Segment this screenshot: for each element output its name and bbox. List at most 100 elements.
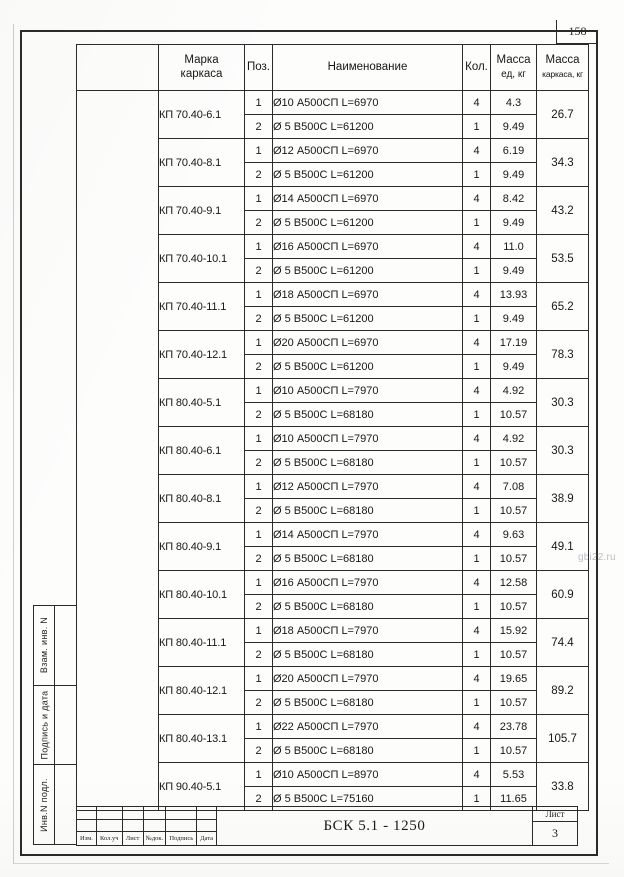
cell-mass-unit: 10.57	[490, 402, 537, 427]
cell-mass-unit: 4.3	[490, 90, 537, 115]
sheet-label: Лист	[533, 807, 577, 822]
revision-grid: Изм. Кол.уч Лист №док. Подпись Дата	[77, 807, 217, 846]
cell-name: Ø22 А500СП L=7970	[272, 714, 463, 739]
cell-position: 2	[244, 114, 273, 139]
cell-mass-unit: 6.19	[490, 138, 537, 163]
cell-mass-frame: 38.9	[536, 474, 589, 523]
cell-mass-frame: 60.9	[536, 570, 589, 619]
cell-frame-mark: КП 70.40-11.1	[158, 282, 245, 331]
cell-mass-frame: 34.3	[536, 138, 589, 187]
cell-quantity: 4	[462, 282, 491, 307]
cell-name: Ø20 А500СП L=7970	[272, 666, 463, 691]
margin-label-signature-date: Подпись и дата	[34, 685, 55, 765]
cell-mass-frame: 33.8	[536, 762, 589, 811]
cell-position: 1	[244, 618, 273, 643]
cell-mass-unit: 10.57	[490, 498, 537, 523]
table-row: КП 80.40-8.1 1 Ø12 А500СП L=7970 4 7.08 38.9	[77, 474, 589, 523]
page-edge-shadow	[13, 24, 609, 864]
cell-quantity: 1	[462, 738, 491, 763]
cell-mass-unit: 9.49	[490, 306, 537, 331]
table-row: КП 70.40-11.1 1 Ø18 А500СП L=6970 4 13.93 65.…	[77, 282, 589, 331]
cell-mass-unit: 4.92	[490, 378, 537, 403]
cell-quantity: 4	[462, 666, 491, 691]
cell-frame-mark: КП 70.40-12.1	[158, 330, 245, 379]
cell-name: Ø20 А500СП L=6970	[272, 330, 463, 355]
table-row: КП 80.40-5.1 1 Ø10 А500СП L=7970 4 4.92 30.3	[77, 378, 589, 427]
cell-name: Ø12 А500СП L=6970	[272, 138, 463, 163]
cell-name: Ø 5 В500С L=68180	[272, 594, 463, 619]
cell-mass-frame: 74.4	[536, 618, 589, 667]
cell-position: 2	[244, 258, 273, 283]
cell-quantity: 4	[462, 618, 491, 643]
cell-position: 1	[244, 378, 273, 403]
cell-position: 2	[244, 210, 273, 235]
cell-mass-frame: 30.3	[536, 426, 589, 475]
table-row: КП 80.40-9.1 1 Ø14 А500СП L=7970 4 9.63 49.1	[77, 522, 589, 571]
cell-frame-mark: КП 80.40-9.1	[158, 522, 245, 571]
cell-mass-unit: 8.42	[490, 186, 537, 211]
cell-name: Ø14 А500СП L=7970	[272, 522, 463, 547]
cell-position: 1	[244, 330, 273, 355]
margin-cell-inv-podl: Инв.N подл.	[34, 765, 76, 845]
cell-mass-frame: 53.5	[536, 234, 589, 283]
cell-quantity: 1	[462, 498, 491, 523]
cell-position: 2	[244, 546, 273, 571]
revision-header-ndok: №док.	[144, 832, 167, 846]
revision-row-empty-2	[77, 819, 216, 833]
cell-quantity: 1	[462, 594, 491, 619]
cell-position: 1	[244, 570, 273, 595]
cell-mass-unit: 10.57	[490, 642, 537, 667]
revision-cell	[197, 820, 216, 832]
cell-quantity: 4	[462, 714, 491, 739]
cell-quantity: 1	[462, 258, 491, 283]
revision-row-empty-1	[77, 807, 216, 820]
cell-position: 2	[244, 738, 273, 763]
revision-header-podpis: Подпись	[166, 832, 198, 846]
cell-quantity: 4	[462, 90, 491, 115]
title-block: Изм. Кол.уч Лист №док. Подпись Дата БСК …	[76, 806, 578, 846]
table-blank-column	[76, 90, 159, 811]
cell-quantity: 4	[462, 378, 491, 403]
cell-name: Ø 5 В500С L=68180	[272, 498, 463, 523]
cell-position: 1	[244, 186, 273, 211]
cell-name: Ø10 А500СП L=7970	[272, 426, 463, 451]
cell-position: 1	[244, 474, 273, 499]
watermark-text: gbi22.ru	[578, 552, 616, 563]
cell-mass-frame: 26.7	[536, 90, 589, 139]
cell-frame-mark: КП 90.40-5.1	[158, 762, 245, 811]
table-row: КП 70.40-6.1 1 Ø10 А500СП L=6970 4 4.3 26.7	[76, 90, 589, 811]
cell-position: 1	[244, 522, 273, 547]
cell-frame-mark: КП 80.40-13.1	[158, 714, 245, 763]
cell-quantity: 1	[462, 546, 491, 571]
cell-frame-mark: КП 70.40-9.1	[158, 186, 245, 235]
cell-quantity: 1	[462, 354, 491, 379]
cell-name: Ø10 А500СП L=7970	[272, 378, 463, 403]
revision-header-izm: Изм.	[77, 832, 97, 846]
margin-cell-signature-date: Подпись и дата	[34, 685, 76, 766]
cell-quantity: 4	[462, 474, 491, 499]
table-row: КП 80.40-12.1 1 Ø20 А500СП L=7970 4 19.65 89.…	[77, 666, 589, 715]
cell-quantity: 4	[462, 426, 491, 451]
revision-cell	[166, 807, 198, 819]
revision-cell	[144, 819, 167, 832]
cell-quantity: 4	[462, 762, 491, 787]
revision-header-row: Изм. Кол.уч Лист №док. Подпись Дата	[77, 832, 216, 846]
cell-mass-unit: 7.08	[490, 474, 537, 499]
cell-mass-frame: 65.2	[536, 282, 589, 331]
cell-frame-mark: КП 80.40-8.1	[158, 474, 245, 523]
margin-blank-vzam-inv	[55, 606, 76, 685]
cell-mass-unit: 9.49	[490, 162, 537, 187]
header-mark: Марка каркаса	[158, 44, 245, 91]
cell-mass-unit: 10.57	[490, 594, 537, 619]
cell-mass-frame: 78.3	[536, 330, 589, 379]
cell-position: 2	[244, 594, 273, 619]
cell-mass-unit: 19.65	[490, 666, 537, 691]
cell-mass-unit: 9.49	[490, 354, 537, 379]
cell-name: Ø 5 В500С L=61200	[272, 114, 463, 139]
cell-quantity: 1	[462, 402, 491, 427]
cell-name: Ø 5 В500С L=68180	[272, 450, 463, 475]
